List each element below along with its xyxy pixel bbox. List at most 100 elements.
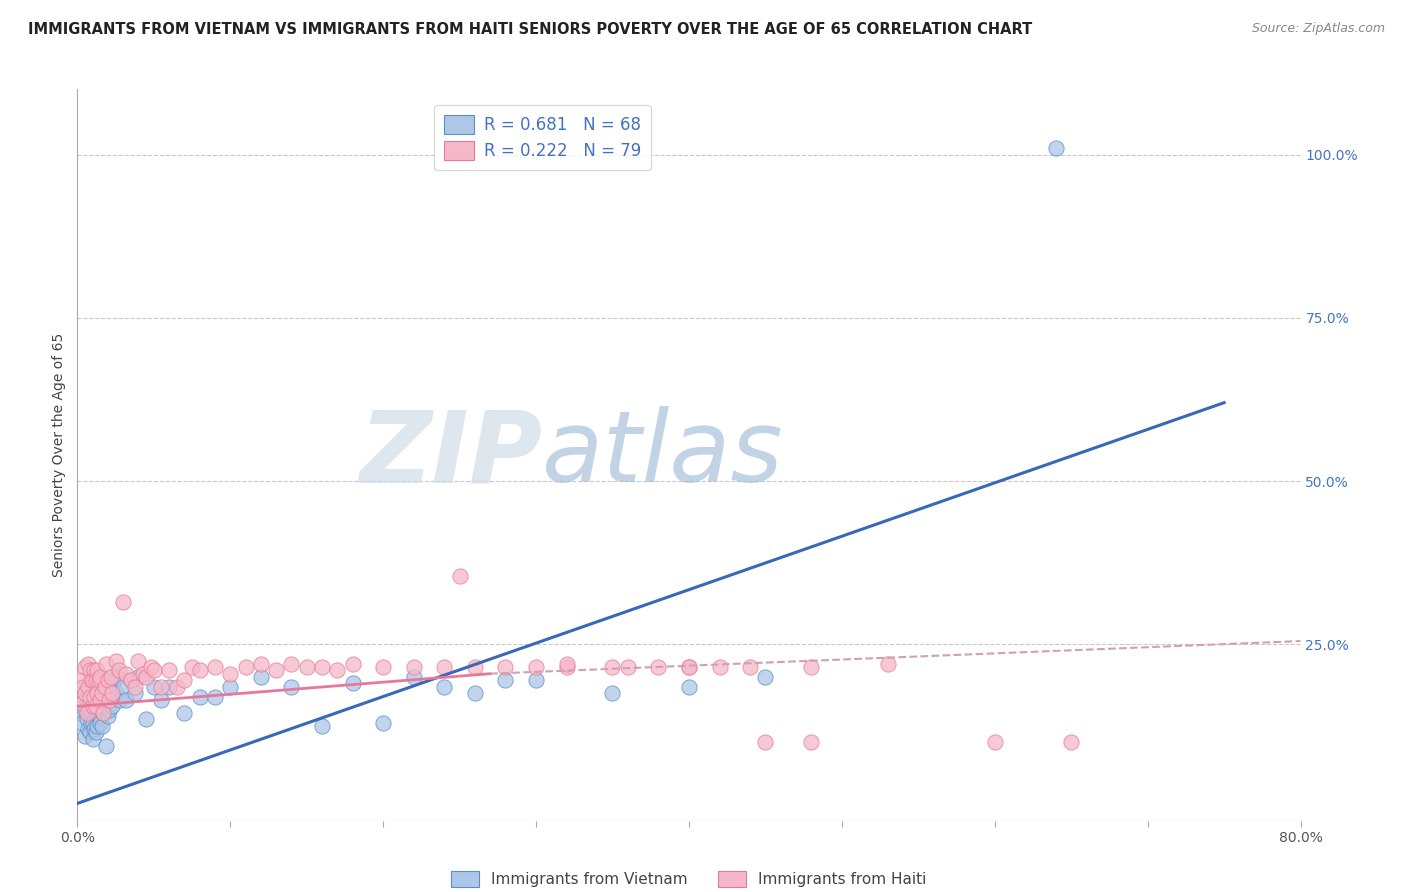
Point	[984, 735, 1007, 749]
Point	[89, 693, 111, 707]
Point	[84, 706, 107, 720]
Point	[69, 673, 91, 688]
Point	[76, 706, 98, 720]
Point	[135, 670, 157, 684]
Point	[524, 673, 547, 688]
Point	[295, 660, 318, 674]
Legend: Immigrants from Vietnam, Immigrants from Haiti: Immigrants from Vietnam, Immigrants from…	[446, 865, 932, 892]
Point	[72, 696, 94, 710]
Point	[139, 660, 162, 674]
Point	[107, 664, 129, 678]
Point	[90, 686, 112, 700]
Point	[96, 739, 118, 753]
Point	[89, 715, 111, 730]
Point	[115, 693, 138, 707]
Point	[464, 660, 486, 674]
Point	[104, 686, 127, 700]
Point	[371, 660, 394, 674]
Point	[800, 735, 823, 749]
Point	[79, 725, 101, 739]
Point	[108, 693, 131, 707]
Point	[100, 670, 122, 684]
Point	[73, 686, 96, 700]
Point	[82, 673, 104, 688]
Point	[402, 660, 425, 674]
Point	[495, 673, 517, 688]
Point	[433, 680, 456, 694]
Point	[77, 680, 100, 694]
Point	[464, 686, 486, 700]
Point	[79, 690, 101, 704]
Point	[86, 686, 108, 700]
Point	[91, 706, 114, 720]
Point	[709, 660, 731, 674]
Point	[101, 699, 124, 714]
Point	[87, 686, 110, 700]
Point	[495, 660, 517, 674]
Point	[188, 664, 211, 678]
Text: IMMIGRANTS FROM VIETNAM VS IMMIGRANTS FROM HAITI SENIORS POVERTY OVER THE AGE OF: IMMIGRANTS FROM VIETNAM VS IMMIGRANTS FR…	[28, 22, 1032, 37]
Point	[120, 673, 142, 688]
Point	[112, 595, 135, 609]
Point	[754, 735, 776, 749]
Point	[157, 664, 180, 678]
Point	[80, 715, 103, 730]
Point	[280, 680, 302, 694]
Point	[204, 690, 226, 704]
Point	[80, 673, 103, 688]
Point	[83, 664, 105, 678]
Point	[98, 703, 121, 717]
Point	[100, 686, 122, 700]
Point	[264, 664, 287, 678]
Point	[83, 693, 105, 707]
Point	[86, 664, 108, 678]
Point	[97, 673, 120, 688]
Point	[76, 713, 98, 727]
Point	[115, 666, 138, 681]
Point	[250, 670, 273, 684]
Point	[82, 683, 104, 698]
Point	[105, 670, 128, 684]
Point	[90, 719, 112, 733]
Point	[754, 670, 776, 684]
Point	[188, 690, 211, 704]
Point	[82, 699, 104, 714]
Point	[70, 696, 93, 710]
Point	[84, 673, 107, 688]
Point	[602, 660, 624, 674]
Point	[280, 657, 302, 671]
Point	[86, 696, 108, 710]
Point	[73, 660, 96, 674]
Point	[150, 693, 173, 707]
Point	[371, 715, 394, 730]
Point	[87, 709, 110, 723]
Point	[128, 654, 150, 668]
Point	[73, 703, 96, 717]
Point	[89, 693, 111, 707]
Point	[97, 686, 120, 700]
Point	[157, 680, 180, 694]
Point	[84, 725, 107, 739]
Point	[72, 680, 94, 694]
Point	[1045, 141, 1067, 155]
Point	[311, 660, 333, 674]
Point	[80, 696, 103, 710]
Point	[124, 686, 146, 700]
Point	[79, 706, 101, 720]
Point	[142, 680, 165, 694]
Point	[150, 680, 173, 694]
Point	[104, 654, 127, 668]
Point	[449, 568, 471, 582]
Point	[876, 657, 898, 671]
Point	[555, 657, 578, 671]
Point	[97, 709, 120, 723]
Point	[94, 680, 117, 694]
Point	[204, 660, 226, 674]
Point	[250, 657, 273, 671]
Point	[602, 686, 624, 700]
Point	[94, 690, 117, 704]
Point	[326, 664, 349, 678]
Point	[678, 660, 700, 674]
Text: atlas: atlas	[543, 407, 783, 503]
Point	[91, 706, 114, 720]
